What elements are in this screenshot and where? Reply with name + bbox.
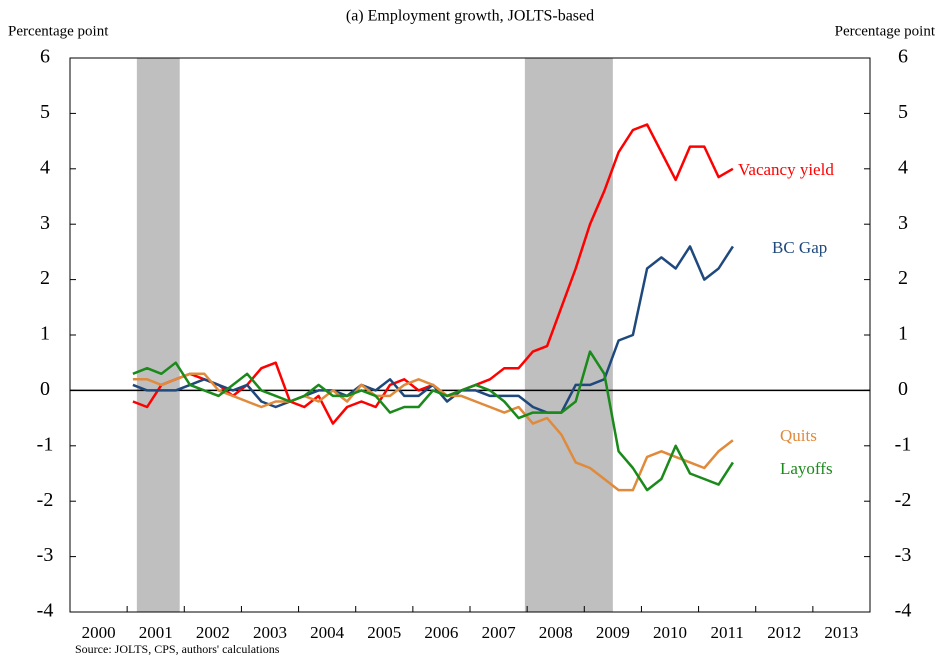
y-tick-label: -1 <box>37 433 54 455</box>
x-tick-label: 2003 <box>253 623 287 642</box>
x-tick-label: 2002 <box>196 623 230 642</box>
x-tick-label: 2001 <box>139 623 173 642</box>
y-tick-label: 2 <box>40 267 50 289</box>
y-tick-label: 4 <box>40 156 50 178</box>
x-tick-label: 2013 <box>824 623 858 642</box>
series-line <box>132 350 734 492</box>
y-tick-label: 5 <box>40 101 50 123</box>
y-axis-title: Percentage point <box>8 23 109 39</box>
x-tick-label: 2011 <box>710 623 743 642</box>
y-tick-label: -3 <box>37 544 54 566</box>
recession-shade <box>524 58 613 612</box>
x-tick-label: 2009 <box>596 623 630 642</box>
y2-tick-label: -2 <box>895 489 912 511</box>
x-tick-label: 2008 <box>539 623 573 642</box>
recession-shade <box>136 58 180 612</box>
series-line <box>132 123 734 425</box>
source-note: Source: JOLTS, CPS, authors' calculation… <box>75 642 280 656</box>
y2-tick-label: 2 <box>898 267 908 289</box>
y2-tick-label: -1 <box>895 433 912 455</box>
x-tick-label: 2007 <box>482 623 517 642</box>
series-label: Layoffs <box>780 459 833 478</box>
y2-tick-label: 6 <box>898 46 908 68</box>
x-tick-label: 2012 <box>767 623 801 642</box>
y2-tick-label: 4 <box>898 156 908 178</box>
x-tick-label: 2010 <box>653 623 687 642</box>
y2-tick-label: -4 <box>895 600 912 622</box>
y2-tick-label: 0 <box>898 378 908 400</box>
y2-tick-label: 1 <box>898 323 908 345</box>
series-label: Quits <box>780 426 817 445</box>
chart-title: (a) Employment growth, JOLTS-based <box>346 8 594 25</box>
plot-frame <box>69 57 871 613</box>
y-tick-label: 3 <box>40 212 50 234</box>
series-line <box>132 245 734 414</box>
y2-tick-label: 5 <box>898 101 908 123</box>
series-label: Vacancy yield <box>738 160 834 179</box>
x-tick-label: 2005 <box>367 623 401 642</box>
x-tick-label: 2006 <box>424 623 458 642</box>
series-label: BC Gap <box>772 238 827 257</box>
y-tick-label: 6 <box>40 46 50 68</box>
y2-tick-label: 3 <box>898 212 908 234</box>
x-tick-label: 2004 <box>310 623 345 642</box>
y-tick-label: -2 <box>37 489 54 511</box>
y2-axis-title: Percentage point <box>835 23 936 39</box>
y2-tick-label: -3 <box>895 544 912 566</box>
y-tick-label: 0 <box>40 378 50 400</box>
y-tick-label: -4 <box>37 600 54 622</box>
y-tick-label: 1 <box>40 323 50 345</box>
series-line <box>132 372 734 492</box>
x-tick-label: 2000 <box>82 623 116 642</box>
